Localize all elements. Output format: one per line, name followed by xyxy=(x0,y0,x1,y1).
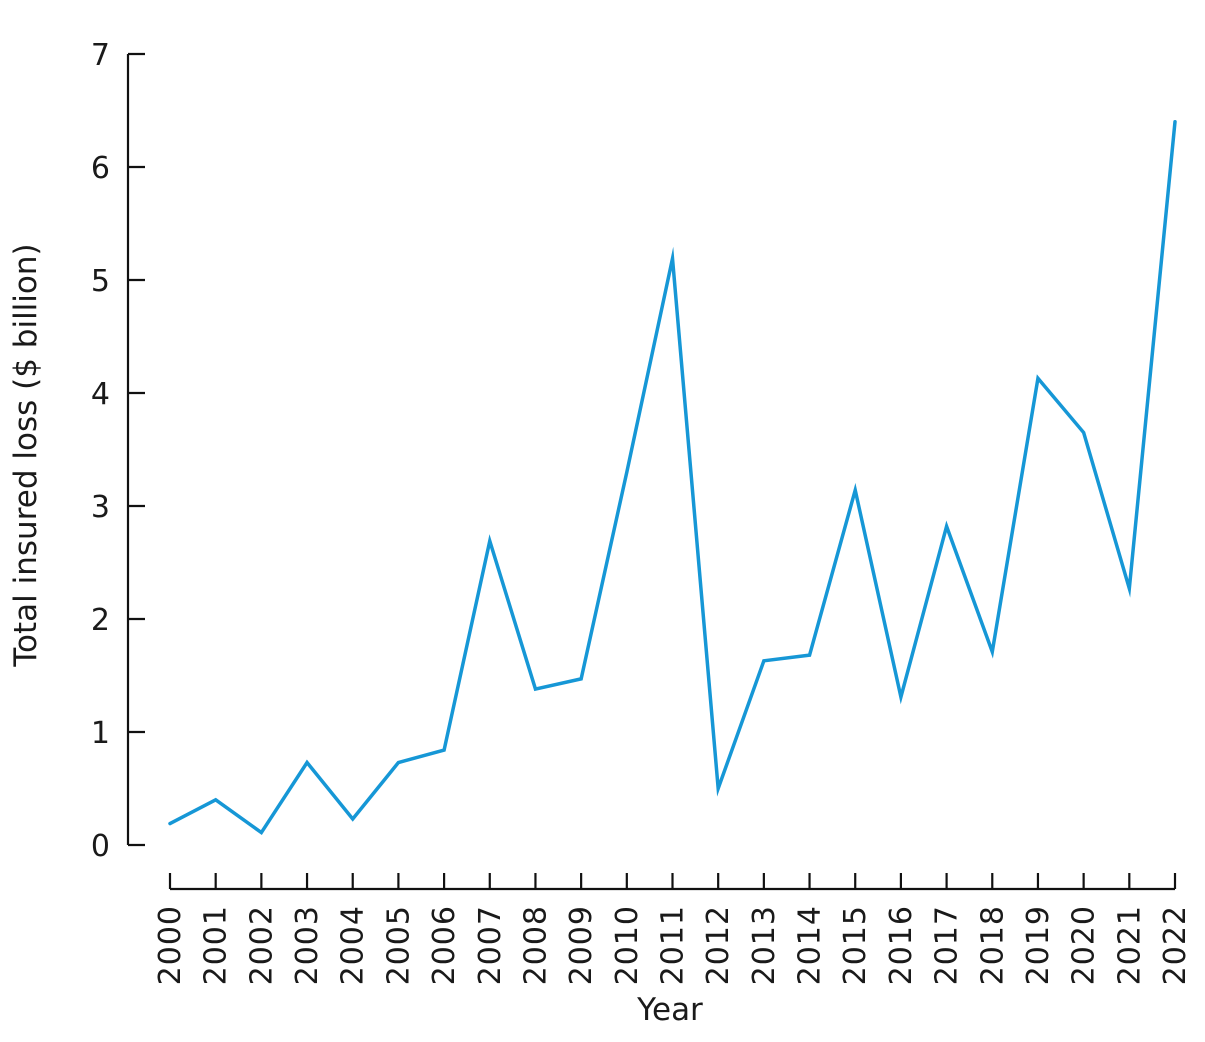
series-group xyxy=(168,120,1177,836)
x-tick-label: 2012 xyxy=(701,905,736,985)
y-axis: 0 1 2 3 4 5 6 7 xyxy=(91,38,145,864)
x-tick-label: 2007 xyxy=(473,905,508,985)
y-axis-title: Total insured loss ($ billion) xyxy=(8,243,44,667)
y-tick-label: 3 xyxy=(91,490,110,525)
y-tick-label: 7 xyxy=(91,38,110,73)
x-tick-label: 2015 xyxy=(838,905,873,985)
x-tick-label: 2000 xyxy=(153,905,188,985)
x-tick-label: 2003 xyxy=(290,905,325,985)
x-tick-label: 2011 xyxy=(656,905,691,985)
x-tick-label: 2018 xyxy=(975,905,1010,985)
x-tick-label: 2005 xyxy=(381,905,416,985)
y-tick-label: 0 xyxy=(91,829,110,864)
x-tick-label: 2022 xyxy=(1158,905,1193,985)
x-axis-title: Year xyxy=(636,992,703,1028)
y-tick-label: 4 xyxy=(91,377,110,412)
x-tick-label: 2001 xyxy=(199,905,234,985)
y-tick-label: 6 xyxy=(91,151,110,186)
x-tick-label: 2010 xyxy=(610,905,645,985)
x-tick-label: 2020 xyxy=(1067,905,1102,985)
x-axis: 2000 2001 2002 2003 2004 2005 2006 2007 2008 2009… xyxy=(153,873,1193,985)
x-tick-label: 2004 xyxy=(336,905,371,985)
insured-loss-line xyxy=(168,120,1177,836)
x-tick-label: 2017 xyxy=(930,905,965,985)
y-tick-label: 5 xyxy=(91,264,110,299)
x-tick-label: 2021 xyxy=(1112,905,1147,985)
x-tick-label: 2019 xyxy=(1021,905,1056,985)
y-tick-label: 1 xyxy=(91,716,110,751)
x-tick-label: 2006 xyxy=(427,905,462,985)
x-tick-label: 2008 xyxy=(518,905,553,985)
x-tick-label: 2013 xyxy=(747,905,782,985)
y-tick-label: 2 xyxy=(91,603,110,638)
x-tick-label: 2016 xyxy=(884,905,919,985)
x-tick-label: 2002 xyxy=(244,905,279,985)
x-tick-label: 2014 xyxy=(793,905,828,985)
x-tick-label: 2009 xyxy=(564,905,599,985)
